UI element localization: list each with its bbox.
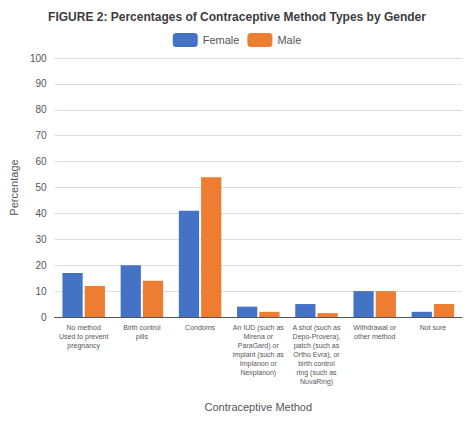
svg-text:No method: No method: [67, 324, 101, 331]
svg-text:50: 50: [35, 182, 47, 193]
svg-text:pregnancy: pregnancy: [67, 342, 100, 350]
svg-text:Implanon or: Implanon or: [240, 360, 278, 368]
svg-text:40: 40: [35, 208, 47, 219]
svg-text:90: 90: [35, 78, 47, 89]
svg-text:0: 0: [41, 312, 47, 323]
svg-text:Male: Male: [277, 34, 301, 46]
svg-text:birth control: birth control: [298, 360, 335, 367]
svg-text:Percentage: Percentage: [8, 159, 20, 215]
svg-text:70: 70: [35, 130, 47, 141]
svg-text:Withdrawal or: Withdrawal or: [353, 324, 396, 331]
svg-text:80: 80: [35, 104, 47, 115]
svg-text:other method: other method: [354, 333, 395, 340]
svg-text:NuvaRing): NuvaRing): [300, 378, 333, 386]
svg-text:patch (such as: patch (such as: [294, 342, 340, 350]
svg-text:ParaGard) or: ParaGard) or: [238, 342, 280, 350]
svg-text:pills: pills: [136, 333, 149, 341]
svg-text:A shot (such as: A shot (such as: [293, 324, 341, 332]
svg-text:Condoms: Condoms: [185, 324, 215, 331]
svg-text:ring (such as: ring (such as: [296, 369, 337, 377]
svg-text:Birth control: Birth control: [123, 324, 161, 331]
svg-text:100: 100: [30, 53, 47, 64]
svg-text:30: 30: [35, 234, 47, 245]
svg-text:Ortho Evra), or: Ortho Evra), or: [293, 351, 340, 359]
svg-text:Used to prevent: Used to prevent: [59, 333, 108, 341]
svg-text:Not sure: Not sure: [420, 324, 447, 331]
svg-text:Female: Female: [203, 34, 240, 46]
svg-text:20: 20: [35, 260, 47, 271]
svg-text:Mirena or: Mirena or: [244, 333, 274, 340]
svg-text:60: 60: [35, 156, 47, 167]
svg-text:An IUD (such as: An IUD (such as: [233, 324, 284, 332]
svg-text:FIGURE 2: Percentages of Contr: FIGURE 2: Percentages of Contraceptive M…: [48, 10, 426, 24]
svg-text:10: 10: [35, 286, 47, 297]
svg-text:implant (such as: implant (such as: [233, 351, 284, 359]
svg-text:Depo-Provera),: Depo-Provera),: [293, 333, 341, 341]
svg-text:Contraceptive Method: Contraceptive Method: [204, 401, 312, 413]
svg-text:Nexplanon): Nexplanon): [240, 369, 276, 377]
